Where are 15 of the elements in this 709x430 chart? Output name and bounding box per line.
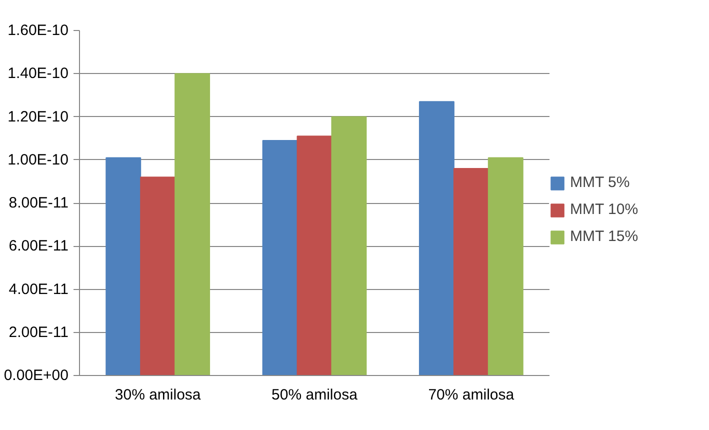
y-tick-label: 0.00E+00 [4,367,69,384]
legend-label: MMT 15% [570,228,638,245]
x-tick-label: 70% amilosa [428,386,515,404]
y-tick-label: 6.00E-11 [8,238,68,255]
legend-label: MMT 10% [570,201,638,218]
legend-label: MMT 5% [570,174,630,191]
y-tick-label: 1.60E-10 [8,22,69,39]
x-tick-label: 50% amilosa [272,386,358,404]
y-tick-label: 4.00E-11 [8,280,68,298]
y-tick-label: 1.00E-10 [8,151,69,168]
y-tick-label: 2.00E-11 [8,324,68,341]
x-tick-label: 30% amilosa [114,386,202,404]
y-tick-label: 1.20E-10 [8,108,69,126]
y-tick-label: 8.00E-11 [8,194,68,212]
y-tick-label: 1.40E-10 [8,65,69,82]
